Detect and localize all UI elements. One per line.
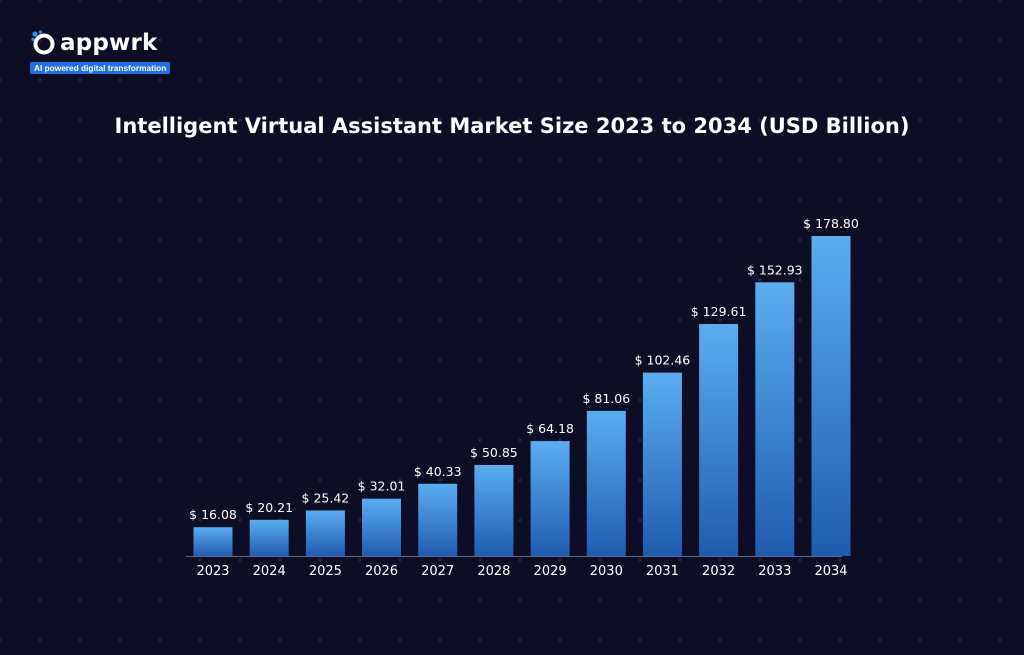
- bars-group: $ 16.08 $ 20.21 $ 25.42 $ 32.01 $ 40.33 $ 50.…: [189, 216, 859, 556]
- chart-title: Intelligent Virtual Assistant Market Siz…: [114, 114, 910, 138]
- bar-2025: [305, 510, 345, 556]
- bar-value-label: $ 50.85: [470, 445, 518, 460]
- x-tick-label: 2031: [646, 564, 679, 579]
- x-tick-label: 2023: [196, 564, 229, 579]
- bar-value-label: $ 32.01: [358, 479, 406, 494]
- bar-2026: [362, 498, 401, 556]
- bar-2032: [699, 324, 739, 556]
- bar-value-label: $ 129.61: [691, 304, 747, 319]
- x-tick-label: 2025: [309, 564, 342, 579]
- bar-2034: [811, 236, 851, 556]
- logo-row: appwrk: [30, 28, 164, 58]
- brand-name: appwrk: [60, 30, 158, 56]
- bar-value-label: $ 102.46: [635, 353, 691, 368]
- x-tick-label: 2029: [534, 564, 567, 579]
- x-tick-label: 2028: [477, 564, 510, 579]
- bar-2031: [642, 372, 682, 556]
- bar-2023: [193, 527, 233, 556]
- x-tick-label: 2034: [814, 564, 847, 579]
- x-tick-label: 2030: [590, 564, 623, 579]
- brand-logo: appwrk AI powered digital transformation: [30, 28, 171, 76]
- x-tick-label: 2026: [365, 564, 398, 579]
- bar-value-label: $ 16.08: [189, 507, 237, 522]
- bar-2033: [755, 282, 795, 556]
- bar-value-label: $ 25.42: [302, 491, 350, 506]
- bar-value-label: $ 178.80: [803, 216, 859, 231]
- x-tick-label: 2024: [253, 564, 286, 579]
- bar-2027: [418, 483, 458, 556]
- x-tick-label: 2027: [421, 564, 454, 579]
- appwrk-logo-icon: [31, 30, 55, 55]
- bar-value-label: $ 152.93: [747, 262, 803, 277]
- bar-value-label: $ 20.21: [245, 500, 293, 515]
- bar-2024: [249, 519, 289, 556]
- bar-value-label: $ 81.06: [582, 391, 630, 406]
- x-tick-label: 2033: [758, 564, 791, 579]
- x-tick-labels: 2023 2024 2025 2026 2027 2028 2029 2030 2031 2032…: [196, 564, 847, 579]
- x-tick-label: 2032: [702, 564, 735, 579]
- bar-2028: [474, 465, 514, 556]
- bar-value-label: $ 40.33: [414, 464, 462, 479]
- bar-2030: [586, 410, 626, 556]
- bar-value-label: $ 64.18: [526, 421, 574, 436]
- bar-2029: [530, 441, 570, 556]
- brand-tagline: AI powered digital transformation: [30, 62, 171, 74]
